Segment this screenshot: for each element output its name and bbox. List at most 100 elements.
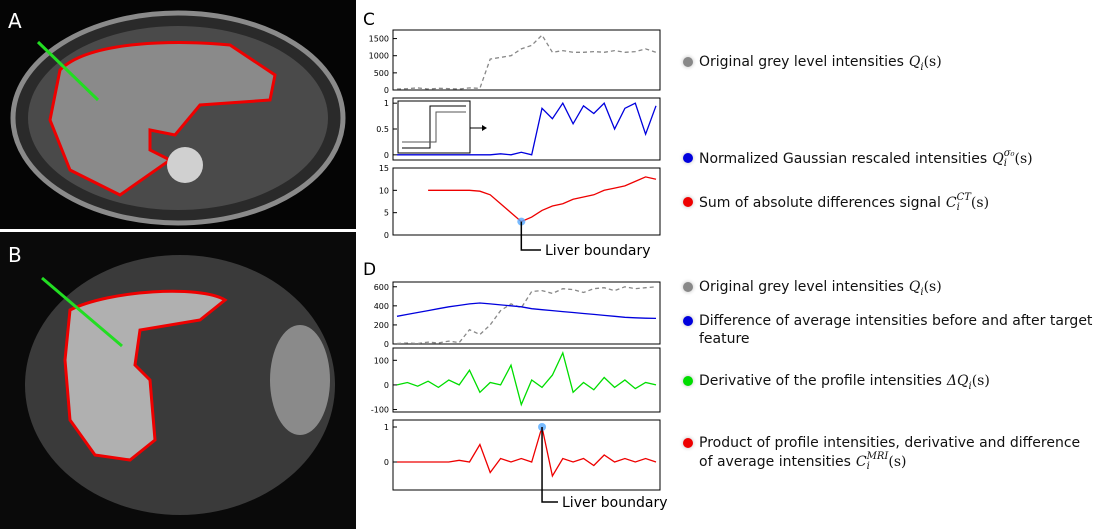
panel-label: D [363,260,376,280]
legend-item: Product of profile intensities, derivati… [683,434,1093,472]
plot-frame [392,167,661,236]
symbol-sup: MRI [866,451,889,462]
legend-dot [683,282,693,292]
y-tick-label: 1000 [369,52,389,61]
profile-line [36,40,100,102]
inset-box [397,100,471,154]
legend-text: Original grey level intensities Qi(s) [699,278,942,302]
vertebra [167,147,203,183]
plot-frame [392,419,661,491]
legend-dot [683,197,693,207]
symbol-sub: i [866,461,870,472]
inset-step [402,105,466,149]
y-tick-label: 15 [379,164,389,173]
panel-label: B [8,243,22,267]
symbol-sub: i [956,202,960,213]
y-tick-label: 200 [374,321,389,330]
legend-label: Normalized Gaussian rescaled intensities [699,151,988,167]
legend-label: Derivative of the profile intensities [699,373,942,389]
inset-step [402,111,466,143]
symbol-base: C [855,454,867,470]
legend-item: Sum of absolute differences signal C CT i (s… [683,193,1093,213]
y-tick-label: 5 [384,209,389,218]
plot-frame [392,29,661,91]
y-tick-label: 0 [384,458,389,467]
symbol-sub: i [920,286,924,298]
legend-symbol: C MRI i (s) [855,452,907,472]
legend-label: Product of profile intensities, derivati… [699,435,1081,470]
legend-label: Original grey level intensities [699,54,904,70]
y-tick-label: 10 [379,186,389,195]
legend-text: Difference of average intensities before… [699,312,1093,348]
data-line [396,34,657,90]
profile-line [41,276,123,348]
symbol-base: Q [908,54,921,70]
legend-text: Original grey level intensities Qi(s) [699,53,942,77]
y-tick-label: 500 [374,69,389,78]
legend-label: Sum of absolute differences signal [699,195,941,211]
data-line [396,286,657,345]
legend-dot [683,438,693,448]
plot-frame [392,347,661,413]
symbol-arg: (s) [1014,151,1033,167]
symbol-sup: CT [956,192,971,203]
symbol-sub: i [920,61,924,73]
symbol-scripts: CT i [957,193,971,213]
legend-dot [683,153,693,163]
legend-symbol: C CT i (s) [945,193,990,213]
symbol-scripts: σ₀ i [1004,149,1015,169]
y-tick-label: 1500 [369,35,389,44]
symbol-arg: (s) [971,373,990,389]
y-tick-label: 1 [384,99,389,108]
y-tick-label: 100 [374,356,389,365]
legend-label: Original grey level intensities [699,279,904,295]
legend-item: Normalized Gaussian rescaled intensities… [683,149,1093,169]
callout-line [541,427,558,503]
ct-image [0,0,356,229]
symbol-base: Q [992,151,1004,167]
symbol-base: C [945,195,957,211]
legend-dot [683,316,693,326]
inset-arrowhead [482,125,487,131]
legend-text: Derivative of the profile intensities ΔQi… [699,372,990,396]
legend-label: Difference of average intensities before… [699,313,1093,347]
y-tick-label: 1 [384,423,389,432]
data-line [396,302,657,320]
mri-image [0,232,356,529]
symbol-arg: (s) [923,54,942,70]
symbol-arg: (s) [970,195,990,211]
y-tick-label: -100 [371,406,389,415]
legend-symbol: Qi(s) [909,279,942,298]
panel-label: A [8,9,22,33]
legend-text: Sum of absolute differences signal C CT i (s… [699,193,989,213]
y-tick-label: 0.5 [376,125,389,134]
y-tick-label: 0 [384,381,389,390]
data-line [397,101,657,156]
spleen [270,325,330,435]
y-tick-label: 600 [374,283,389,292]
legend-symbol: Qi(s) [908,54,942,73]
symbol-sup: σ₀ [1003,148,1015,159]
y-tick-label: 0 [384,340,389,349]
symbol-scripts: MRI i [867,452,889,472]
symbol-sub: i [968,380,972,392]
y-tick-label: 400 [374,302,389,311]
y-tick-label: 0 [384,151,389,160]
y-tick-label: 0 [384,231,389,240]
symbol-base: ΔQ [946,373,969,389]
legend-dot [683,376,693,386]
annotation: Liver boundary [545,243,651,259]
annotation: Liver boundary [562,495,668,511]
legend-item: Difference of average intensities before… [683,312,1093,348]
data-line [397,426,657,478]
legend-text: Product of profile intensities, derivati… [699,434,1093,472]
data-line [396,350,657,407]
legend-dot [683,57,693,67]
callout-line [520,221,541,251]
legend-text: Normalized Gaussian rescaled intensities… [699,149,1033,169]
step-inset [397,100,487,154]
symbol-arg: (s) [888,454,907,470]
